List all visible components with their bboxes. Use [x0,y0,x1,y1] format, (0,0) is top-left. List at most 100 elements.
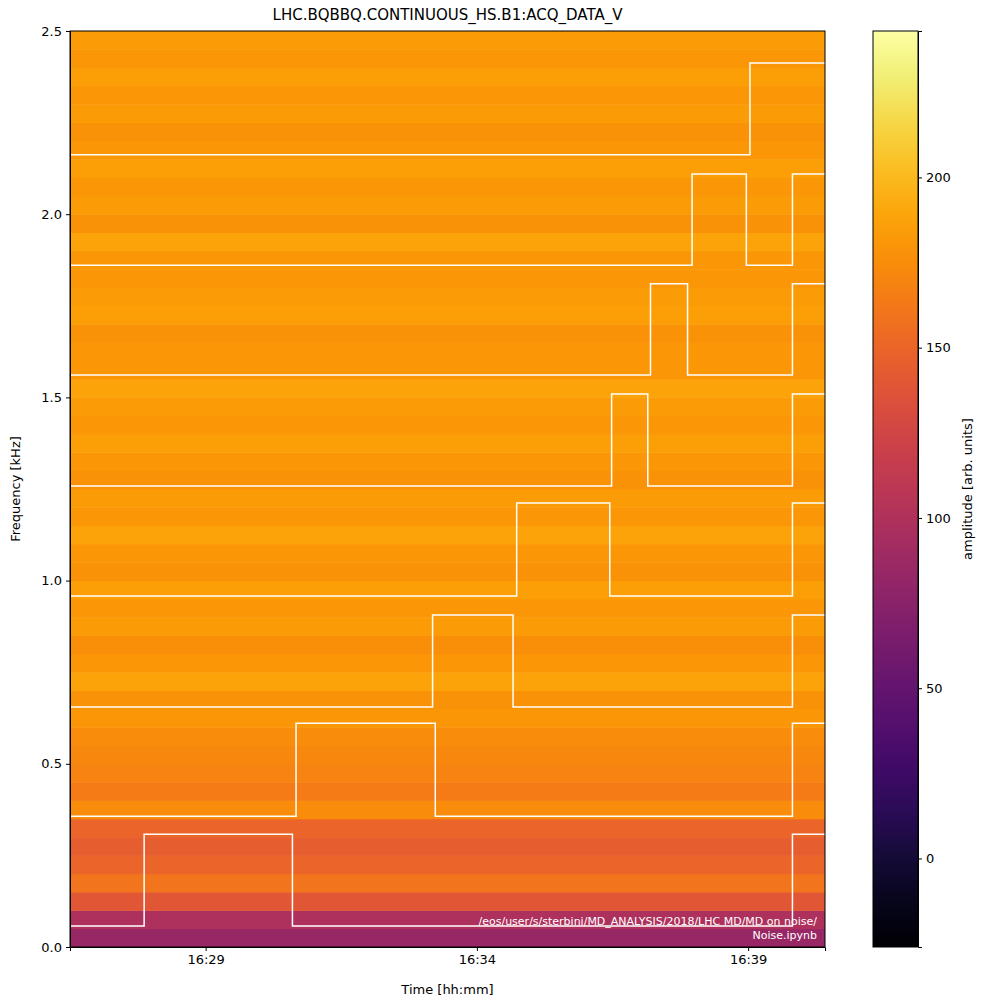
x-tick: 16:39 [730,947,767,967]
heatmap-cell [70,287,825,306]
heatmap-cell [70,324,825,343]
step-line [70,615,825,707]
y-tick: 0.5 [41,756,70,771]
x-tick-mark [206,947,207,951]
heatmap-cell [70,526,825,545]
heatmap-cell [70,379,825,398]
y-axis-line [66,32,71,948]
heatmap-cell [70,764,825,783]
y-tick-label: 2.5 [41,24,62,39]
step-line [70,723,825,816]
heatmap-cell [70,617,825,636]
heatmap-cell [70,214,825,233]
colorbar-tick-label: 0 [926,851,934,866]
y-tick-label: 0.5 [41,756,62,771]
y-tick-mark [66,581,70,582]
heatmap-cell [70,874,825,893]
colorbar-tick-mark [918,348,922,349]
step-line [70,503,825,596]
plot-frame [70,31,825,947]
heatmap-cell [70,159,825,178]
heatmap-cell [70,86,825,105]
heatmap-cell [70,562,825,581]
y-tick-label: 2.0 [41,207,62,222]
colorbar-axis-line [919,32,923,948]
heatmap-cell [70,141,825,160]
x-tick-label: 16:34 [459,952,496,967]
y-tick: 1.5 [41,390,70,405]
step-line [70,63,825,155]
heatmap-cell [70,31,825,50]
heatmap-cell [70,507,825,526]
heatmap-cell [70,452,825,471]
heatmap-cell [70,397,825,416]
x-label: Time [hh:mm] [400,982,493,997]
y-tick-label: 1.0 [41,573,62,588]
colorbar-label: amplitude [arb. units] [960,418,975,560]
annotation: /eos/user/s/sterbini/MD_ANALYSIS/2018/LH… [479,915,818,928]
heatmap-cell [70,727,825,746]
y-tick: 2.0 [41,207,70,222]
y-tick-mark [66,764,70,765]
heatmap-cell [70,709,825,728]
heatmap-cell [70,49,825,68]
colorbar-tick-mark [918,177,922,178]
heatmap-cell [70,342,825,361]
heatmap-cell [70,434,825,453]
colorbar-tick: 100 [918,511,951,526]
step-line [70,174,825,265]
heatmap-cell [70,672,825,691]
heatmap-cell [70,416,825,435]
plot-area [70,31,825,947]
x-tick: 16:34 [459,947,496,967]
y-tick-mark [66,31,70,32]
x-tick-label: 16:29 [187,952,224,967]
y-tick-mark [66,397,70,398]
colorbar-tick-mark [918,858,922,859]
heatmap-cell [70,104,825,123]
heatmap-cell [70,782,825,801]
heatmap [70,31,825,947]
heatmap-cell [70,123,825,142]
y-tick-label: 0.0 [41,940,62,955]
colorbar-tick: 150 [918,340,951,355]
colorbar-tick-label: 150 [926,340,951,355]
y-axis: 0.0 0.5 1.0 1.5 2.0 2.5 [41,24,70,955]
y-tick-label: 1.5 [41,390,62,405]
y-tick: 2.5 [41,24,70,39]
heatmap-cell [70,892,825,911]
step-line [70,834,825,926]
title: LHC.BQBBQ.CONTINUOUS_HS.B1:ACQ_DATA_V [273,6,624,25]
colorbar-axis: 0 50 100 150 200 [918,32,951,948]
step-line [70,284,825,375]
heatmap-cell [70,251,825,270]
y-label: Frequency [kHz] [8,436,23,542]
heatmap-cell [70,855,825,874]
heatmap-cell [70,306,825,325]
colorbar-tick-label: 50 [926,681,943,696]
x-axis: 16:29 16:34 16:39 [71,947,826,967]
y-tick-mark [66,214,70,215]
heatmap-cell [70,269,825,288]
x-tick-label: 16:39 [730,952,767,967]
x-axis-line [71,948,826,952]
heatmap-cell [70,196,825,215]
heatmap-cell [70,489,825,508]
chart: 16:29 16:34 16:39 0.0 0.5 1.0 1.5 2.0 2.5 LHC.BQB… [0,0,987,1001]
heatmap-cell [70,68,825,87]
colorbar-tick: 200 [918,170,951,185]
x-tick-mark [477,947,478,951]
y-tick-mark [66,947,70,948]
colorbar-tick: 0 [918,851,934,866]
heatmap-cell [70,745,825,764]
heatmap-cell [70,929,825,947]
annotation: Noise.ipynb [752,929,817,942]
colorbar [873,31,918,947]
y-tick: 1.0 [41,573,70,588]
colorbar-tick-label: 100 [926,511,951,526]
y-tick: 0.0 [41,940,70,955]
heatmap-cell [70,654,825,673]
colorbar-tick: 50 [918,681,943,696]
x-tick-mark [748,947,749,951]
colorbar-tick-label: 200 [926,170,951,185]
